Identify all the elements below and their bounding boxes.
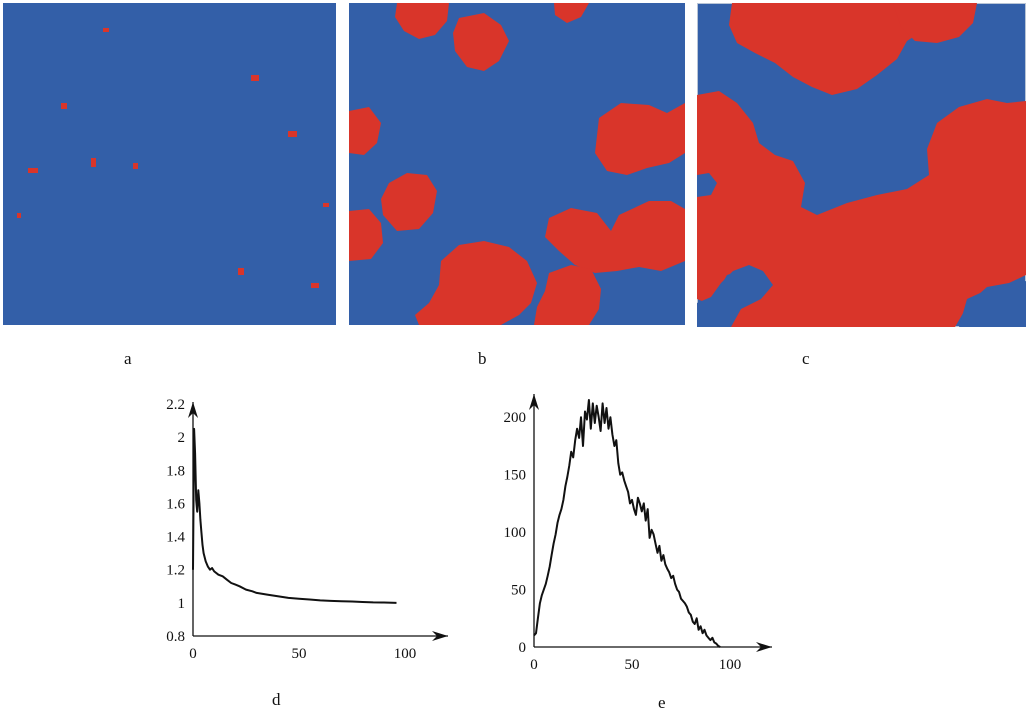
chart-d-ytick-label: 1.4 <box>166 530 185 546</box>
chart-d: 0.8 1 1.2 1.4 1.6 1.8 2 2.2 0 50 100 <box>150 392 460 682</box>
chart-e-xtick-label: 50 <box>625 657 640 672</box>
chart-e-ytick-label: 50 <box>511 583 526 599</box>
caption-e: e <box>658 693 666 712</box>
chart-e-series-line <box>533 399 721 648</box>
chart-d-ytick-label: 1.8 <box>166 463 185 479</box>
panel-b-image <box>349 3 685 325</box>
chart-e-ytick-label: 0 <box>519 640 527 656</box>
chart-d-ytick-label: 2 <box>178 430 186 446</box>
chart-e-x-arrow-icon <box>756 642 772 652</box>
caption-d: d <box>272 690 281 709</box>
chart-d-xtick-label: 0 <box>189 646 197 662</box>
chart-d-xtick-label: 100 <box>394 646 417 662</box>
chart-d-svg: 0.8 1 1.2 1.4 1.6 1.8 2 2.2 0 50 100 <box>166 397 448 662</box>
chart-d-ytick-label: 2.2 <box>166 397 185 413</box>
chart-d-ytick-label: 1.6 <box>166 496 185 512</box>
chart-e-xtick-label: 0 <box>530 657 538 672</box>
chart-d-x-arrow-icon <box>432 631 448 641</box>
chart-d-ytick-label: 1 <box>178 596 186 612</box>
panel-a-lattice <box>3 3 336 325</box>
chart-d-ytick-label: 0.8 <box>166 629 185 645</box>
chart-e: 0 50 100 150 200 0 50 100 <box>490 392 780 673</box>
chart-e-ytick-label: 100 <box>504 525 527 541</box>
panel-c-image <box>697 3 1026 327</box>
caption-c: c <box>802 349 810 368</box>
caption-a: a <box>124 349 132 368</box>
chart-e-ytick-label: 200 <box>504 410 527 426</box>
chart-d-xtick-label: 50 <box>292 646 307 662</box>
panel-b-lattice <box>349 3 685 325</box>
chart-e-xtick-label: 100 <box>719 657 742 672</box>
chart-d-ytick-label: 1.2 <box>166 563 185 579</box>
chart-e-svg: 0 50 100 150 200 0 50 100 <box>504 394 772 673</box>
panel-c-lattice <box>697 3 1026 327</box>
chart-d-series-line <box>192 427 397 604</box>
chart-d-y-arrow-icon <box>188 402 198 418</box>
chart-e-y-arrow-icon <box>529 394 539 410</box>
caption-b: b <box>478 349 487 368</box>
chart-e-ytick-label: 150 <box>504 468 527 484</box>
panel-a-image <box>3 3 336 325</box>
